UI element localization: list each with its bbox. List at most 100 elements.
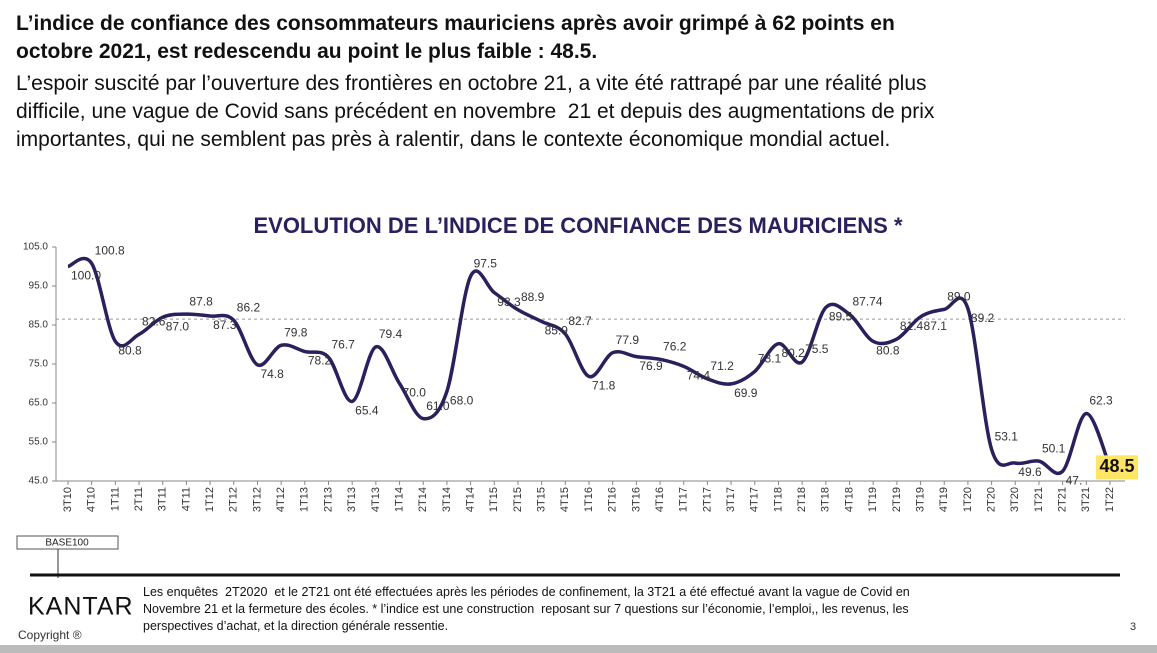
x-tick-label: 3T16 <box>630 487 642 512</box>
x-tick-label: 2T19 <box>891 487 903 512</box>
x-tick-label: 4T16 <box>654 487 666 512</box>
data-label: 89.0 <box>947 290 971 304</box>
x-tick-label: 1T14 <box>393 487 405 512</box>
y-tick-label: 105.0 <box>23 242 48 253</box>
data-label: 87.1 <box>924 319 948 333</box>
data-label: 49.6 <box>1018 465 1042 479</box>
x-tick-label: 3T19 <box>914 487 926 512</box>
base-label: BASE100 <box>45 538 89 549</box>
data-label: 69.9 <box>734 386 758 400</box>
x-tick-label: 2T16 <box>607 487 619 512</box>
data-label: 97.5 <box>474 256 498 270</box>
x-tick-label: 4T14 <box>464 487 476 512</box>
x-tick-label: 1T17 <box>678 487 690 512</box>
data-label: 77.9 <box>616 333 640 347</box>
data-label: 87.8 <box>189 294 213 308</box>
x-tick-label: 1T20 <box>962 487 974 512</box>
x-tick-label: 1T21 <box>1033 487 1045 512</box>
data-label: 75.5 <box>805 342 829 356</box>
data-label: 76.7 <box>332 338 356 352</box>
y-tick-label: 45.0 <box>29 476 49 487</box>
x-tick-label: 4T15 <box>559 487 571 512</box>
data-label: 70.0 <box>403 386 427 400</box>
data-label: 73.1 <box>758 352 782 366</box>
x-tick-label: 1T15 <box>488 487 500 512</box>
data-label: 76.2 <box>663 339 687 353</box>
x-tick-label: 4T17 <box>749 487 761 512</box>
data-label: 74.4 <box>687 369 711 383</box>
footnote: Les enquêtes 2T2020 et le 2T21 ont été e… <box>143 585 910 599</box>
x-tick-label: 2T11 <box>133 487 145 511</box>
x-tick-label: 2T21 <box>1057 487 1069 512</box>
data-label: 81.4 <box>900 319 924 333</box>
x-tick-label: 3T14 <box>441 487 453 512</box>
x-tick-label: 1T11 <box>109 487 121 511</box>
footnote: perspectives d’achat, et la direction gé… <box>143 619 449 633</box>
data-label: 65.4 <box>355 404 379 418</box>
y-tick-label: 95.0 <box>29 281 49 292</box>
data-label: 86.2 <box>237 300 261 314</box>
data-label: 71.2 <box>710 359 734 373</box>
data-label: 68.0 <box>450 393 474 407</box>
data-label: 89.2 <box>971 311 995 325</box>
x-tick-label: 3T10 <box>62 487 74 512</box>
x-tick-label: 4T18 <box>843 487 855 512</box>
data-label: 78.2 <box>308 354 332 368</box>
data-label: 87.74 <box>853 294 883 308</box>
intro-text: L’espoir suscité par l’ouverture des fro… <box>16 72 927 95</box>
x-tick-label: 2T18 <box>796 487 808 512</box>
x-tick-label: 3T15 <box>536 487 548 512</box>
data-label: 100.0 <box>71 269 101 283</box>
data-label: 82.7 <box>568 314 592 328</box>
data-label: 80.8 <box>118 344 142 358</box>
x-tick-label: 3T17 <box>725 487 737 512</box>
x-tick-label: 3T13 <box>346 487 358 512</box>
x-tick-label: 1T16 <box>583 487 595 512</box>
data-label: 80.8 <box>876 344 900 358</box>
y-tick-label: 85.0 <box>29 320 49 331</box>
x-tick-label: 1T12 <box>204 487 216 512</box>
x-tick-label: 3T21 <box>1080 487 1092 512</box>
x-tick-label: 4T19 <box>938 487 950 512</box>
data-label: 62.3 <box>1089 394 1113 408</box>
data-label: 61.0 <box>426 399 450 413</box>
data-label: 71.8 <box>592 379 616 393</box>
data-label: 79.4 <box>379 327 403 341</box>
data-label: 87.3 <box>213 318 237 332</box>
y-tick-label: 75.0 <box>29 359 49 370</box>
x-tick-label: 1T13 <box>299 487 311 512</box>
data-label: 82.6 <box>142 315 166 329</box>
data-label: 88.9 <box>521 290 545 304</box>
highlight-box <box>1096 455 1138 480</box>
data-label: 79.8 <box>284 325 308 339</box>
data-label: 93.3 <box>497 295 521 309</box>
base-box <box>16 535 119 550</box>
y-tick-label: 65.0 <box>29 398 49 409</box>
data-label: 80.2 <box>781 346 805 360</box>
x-tick-label: 1T18 <box>772 487 784 512</box>
data-label: 85.9 <box>545 324 569 338</box>
data-label: 76.9 <box>639 359 663 373</box>
x-tick-label: 4T13 <box>370 487 382 512</box>
x-tick-label: 1T22 <box>1104 487 1116 512</box>
x-tick-label: 4T11 <box>180 487 192 511</box>
data-label: 47. <box>1066 473 1083 487</box>
brand: KANTAR <box>28 593 134 621</box>
x-tick-label: 2T17 <box>701 487 713 512</box>
headline: octobre 2021, est redescendu au point le… <box>16 40 598 63</box>
x-tick-label: 2T20 <box>985 487 997 512</box>
copyright: Copyright ® <box>18 628 82 642</box>
x-tick-label: 2T14 <box>417 487 429 512</box>
x-tick-label: 3T20 <box>1009 487 1021 512</box>
data-label: 87.0 <box>166 319 190 333</box>
intro-text: importantes, qui ne semblent pas près à … <box>16 128 891 151</box>
data-label: 53.1 <box>995 430 1019 444</box>
data-label: 50.1 <box>1042 441 1066 455</box>
x-tick-label: 3T11 <box>157 487 169 511</box>
y-tick-label: 55.0 <box>29 437 49 448</box>
x-tick-label: 1T19 <box>867 487 879 512</box>
page-number: 3 <box>1130 621 1136 633</box>
x-tick-label: 2T12 <box>228 487 240 512</box>
